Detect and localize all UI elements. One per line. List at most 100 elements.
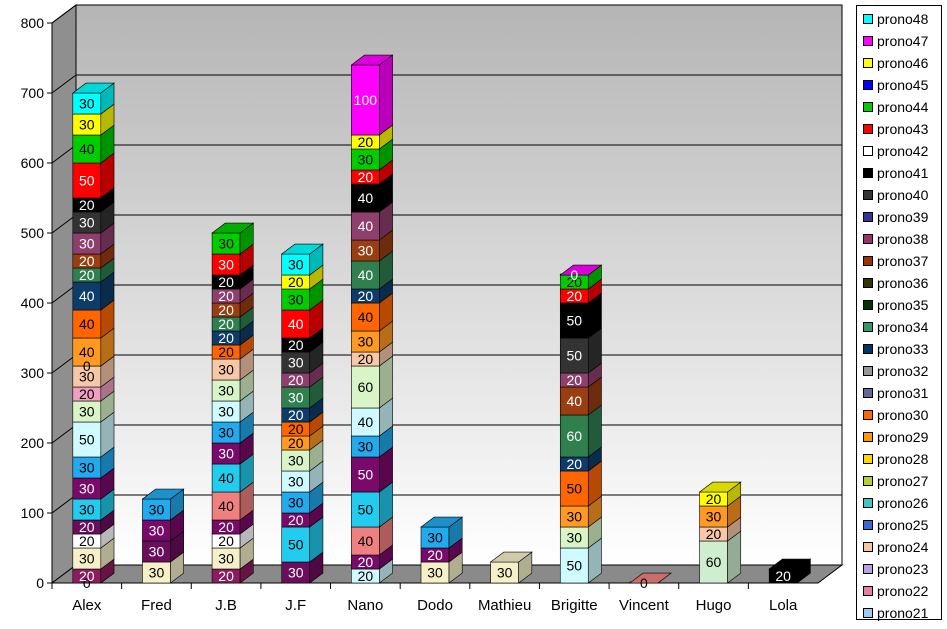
bar-top (280, 243, 324, 255)
gridline-side (51, 354, 77, 374)
bar-nano (350, 54, 394, 584)
data-label: 30 (218, 236, 234, 252)
legend-label: prono29 (877, 429, 929, 445)
bar-segment (72, 421, 102, 458)
legend-swatch (863, 520, 873, 530)
legend-swatch (863, 586, 873, 596)
bar-top (629, 572, 673, 584)
legend: prono48 prono47 prono46 prono45 prono44 prono… (856, 5, 942, 621)
bar-segment (72, 134, 102, 164)
gridline-side (51, 214, 77, 234)
legend-label: prono39 (877, 209, 929, 225)
y-tick-label: 600 (21, 155, 45, 171)
data-label: 0 (83, 358, 91, 374)
legend-item: prono43 (857, 118, 941, 140)
x-tick-label: Brigitte (551, 597, 598, 614)
bar-j-b (211, 222, 255, 584)
data-label: 0 (83, 575, 91, 591)
data-label: 30 (288, 495, 304, 511)
data-label: 30 (288, 390, 304, 406)
data-label: 20 (288, 435, 304, 451)
legend-swatch (863, 212, 873, 222)
data-label: 40 (288, 316, 304, 332)
data-label: 20 (79, 197, 95, 213)
legend-item: prono27 (857, 470, 941, 492)
data-label: 40 (79, 141, 95, 157)
data-label: 40 (358, 267, 374, 283)
gridline-side (51, 74, 77, 94)
data-label: 20 (79, 253, 95, 269)
data-label: 20 (218, 316, 234, 332)
data-label: 40 (358, 309, 374, 325)
legend-item: prono28 (857, 448, 941, 470)
x-tick-label: Mathieu (478, 597, 531, 614)
data-label: 50 (566, 348, 582, 364)
legend-label: prono24 (877, 539, 929, 555)
data-label: 30 (218, 404, 234, 420)
data-label: 20 (358, 554, 374, 570)
data-label: 20 (218, 533, 234, 549)
data-label: 50 (566, 481, 582, 497)
data-label: 20 (79, 386, 95, 402)
legend-item: prono44 (857, 96, 941, 118)
legend-item: prono33 (857, 338, 941, 360)
data-label: 30 (149, 523, 165, 539)
data-label: 20 (218, 274, 234, 290)
legend-item: prono36 (857, 272, 941, 294)
data-label: 30 (566, 509, 582, 525)
x-tick-label: Nano (347, 597, 383, 614)
bar-top (420, 516, 464, 528)
gridline-side (51, 424, 77, 444)
legend-item: prono37 (857, 250, 941, 272)
bar-vincent (629, 572, 673, 584)
bar-segment (211, 491, 241, 521)
data-label: 30 (706, 509, 722, 525)
legend-item: prono25 (857, 514, 941, 536)
data-label: 20 (358, 134, 374, 150)
legend-label: prono47 (877, 33, 929, 49)
bar-top (489, 551, 533, 563)
data-label: 30 (218, 446, 234, 462)
data-label: 50 (566, 558, 582, 574)
data-label: 30 (79, 551, 95, 567)
legend-label: prono48 (877, 11, 929, 27)
data-label: 30 (358, 152, 374, 168)
y-tick-label: 400 (21, 295, 45, 311)
data-label: 30 (358, 334, 374, 350)
data-label: 50 (79, 432, 95, 448)
data-label: 20 (288, 372, 304, 388)
bar-segment (351, 491, 380, 528)
data-label: 40 (358, 414, 374, 430)
legend-label: prono30 (877, 407, 929, 423)
y-tick-label: 800 (21, 15, 45, 31)
bar-lola (768, 558, 812, 584)
data-label: 20 (288, 337, 304, 353)
legend-item: prono32 (857, 360, 941, 382)
legend-item: prono35 (857, 294, 941, 316)
data-label: 30 (218, 257, 234, 273)
bar-top (350, 54, 394, 66)
legend-swatch (863, 498, 873, 508)
data-label: 60 (358, 379, 374, 395)
x-tick-label: J.B (215, 597, 237, 614)
legend-label: prono31 (877, 385, 929, 401)
legend-item: prono45 (857, 74, 941, 96)
data-label: 50 (79, 173, 95, 189)
bar-j-f (280, 243, 324, 584)
data-label: 30 (288, 474, 304, 490)
data-label: 30 (218, 362, 234, 378)
data-label: 20 (218, 288, 234, 304)
data-label: 30 (149, 502, 165, 518)
legend-label: prono21 (877, 605, 929, 621)
data-label: 40 (358, 533, 374, 549)
legend-swatch (863, 190, 873, 200)
data-label: 40 (358, 218, 374, 234)
legend-item: prono21 (857, 602, 941, 624)
legend-item: prono26 (857, 492, 941, 514)
legend-label: prono40 (877, 187, 929, 203)
data-label: 20 (566, 372, 582, 388)
bar-segment (351, 64, 380, 136)
data-label: 20 (566, 274, 582, 290)
x-tick-label: Hugo (696, 597, 732, 614)
